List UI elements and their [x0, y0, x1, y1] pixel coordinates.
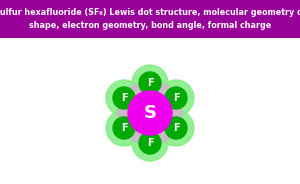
Circle shape	[165, 117, 187, 139]
Text: F: F	[147, 78, 153, 88]
Circle shape	[118, 81, 182, 145]
Text: F: F	[147, 138, 153, 148]
Circle shape	[132, 125, 168, 161]
Circle shape	[139, 72, 161, 94]
Circle shape	[158, 110, 194, 146]
Text: F: F	[121, 123, 127, 133]
Text: F: F	[121, 93, 127, 103]
Circle shape	[139, 132, 161, 154]
Text: F: F	[173, 93, 179, 103]
Circle shape	[106, 80, 142, 116]
Circle shape	[132, 65, 168, 101]
Text: Sulfur hexafluoride (SF₆) Lewis dot structure, molecular geometry or
shape, elec: Sulfur hexafluoride (SF₆) Lewis dot stru…	[0, 8, 300, 30]
Bar	[0, 0, 300, 38]
Circle shape	[158, 80, 194, 116]
Circle shape	[106, 110, 142, 146]
Circle shape	[113, 117, 135, 139]
Circle shape	[113, 87, 135, 109]
Circle shape	[128, 91, 172, 135]
Text: S: S	[143, 104, 157, 122]
Text: F: F	[173, 123, 179, 133]
Circle shape	[165, 87, 187, 109]
